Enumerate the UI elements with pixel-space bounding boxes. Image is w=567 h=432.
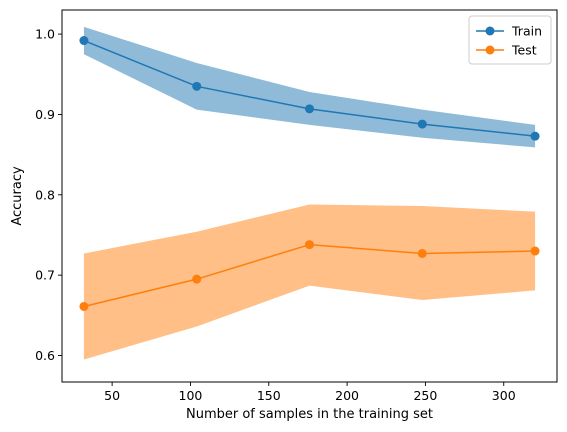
test-point <box>79 301 89 311</box>
x-tick-label: 250 <box>413 388 437 403</box>
train-point <box>305 104 314 114</box>
train-point <box>530 131 540 141</box>
test-point <box>530 246 540 256</box>
series-markers <box>79 36 540 311</box>
test-point <box>417 248 427 258</box>
legend-train-label: Train <box>511 24 542 39</box>
confidence-bands <box>83 26 536 360</box>
plot-area-frame <box>61 9 558 383</box>
test-point <box>305 240 314 250</box>
x-tick-label: 50 <box>104 388 120 403</box>
train-point <box>79 36 89 46</box>
y-tick-label: 1.0 <box>35 27 55 42</box>
test-confidence-band <box>83 204 536 360</box>
test-point <box>192 274 202 284</box>
y-tick-label: 0.9 <box>35 107 55 122</box>
y-tick-label: 0.7 <box>35 268 55 283</box>
y-tick-label: 0.6 <box>35 348 55 363</box>
legend: Train Test <box>468 15 552 65</box>
x-tick-label: 100 <box>179 388 203 403</box>
legend-test-label: Test <box>511 43 537 58</box>
x-tick-label: 200 <box>335 388 359 403</box>
x-axis-label: Number of samples in the training set <box>186 407 433 422</box>
train-point <box>192 81 202 91</box>
legend-train-swatch-marker <box>485 26 495 36</box>
x-tick-label: 300 <box>492 388 516 403</box>
train-confidence-band <box>83 26 536 148</box>
x-axis-ticks: 50 100 150 200 250 300 <box>104 382 516 403</box>
x-tick-label: 150 <box>257 388 281 403</box>
train-point <box>417 119 427 129</box>
y-axis-label: Accuracy <box>10 166 25 226</box>
y-axis-ticks: 0.6 0.7 0.8 0.9 1.0 <box>35 27 62 363</box>
y-tick-label: 0.8 <box>35 187 55 202</box>
legend-test-swatch-marker <box>485 45 495 55</box>
